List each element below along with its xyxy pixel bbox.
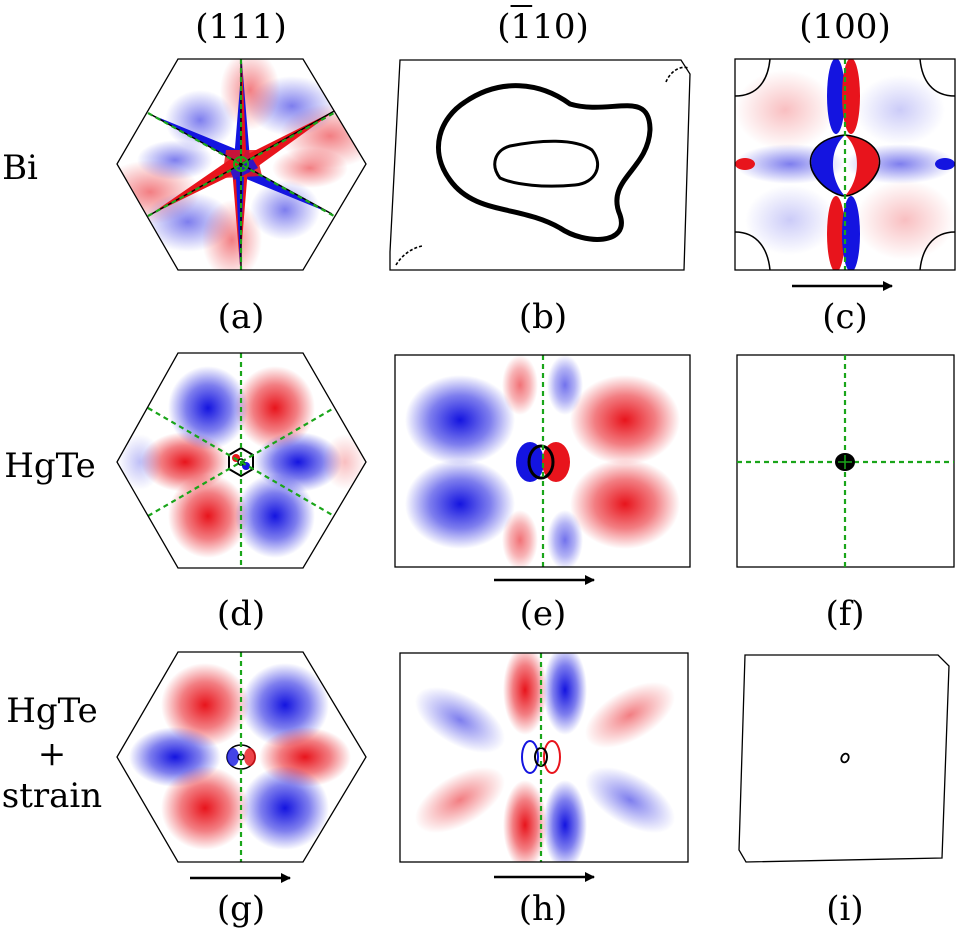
- panel-i-frame: [738, 654, 950, 863]
- panel-caption-g: (g): [216, 889, 266, 929]
- panel-caption-c: (c): [822, 297, 868, 337]
- panel-g: [116, 651, 367, 883]
- panel-i: [738, 654, 950, 863]
- panel-b-corner-contour-bottom: [395, 245, 423, 266]
- panel-c: [734, 58, 956, 291]
- panel-caption-h: (h): [518, 889, 568, 929]
- panel-b-outer-contour: [435, 83, 653, 242]
- panel-c-frame: [734, 58, 956, 271]
- panel-caption-e: (e): [519, 594, 567, 634]
- panel-h: [399, 652, 689, 882]
- panel-d-frame: [116, 352, 367, 569]
- panel-caption-d: (d): [216, 594, 266, 634]
- row-label-hgte: HgTe: [4, 446, 96, 486]
- panel-b-inner-contour: [493, 139, 599, 188]
- panel-i-pocket: [840, 752, 850, 764]
- panel-b-frame: [389, 59, 691, 271]
- panel-a: [116, 58, 367, 271]
- panel-e-frame: [394, 354, 691, 568]
- panel-a-frame: [116, 58, 367, 271]
- panel-b: [389, 59, 691, 271]
- panel-h-frame: [399, 652, 689, 863]
- panel-d: [116, 352, 367, 569]
- row-label-bi: Bi: [2, 148, 38, 188]
- panel-caption-b: (b): [518, 297, 568, 337]
- panel-e: [394, 354, 691, 585]
- panel-a-guides: [147, 59, 335, 270]
- column-header-111: (111): [195, 7, 287, 47]
- panel-b-corner-contour-top: [665, 66, 689, 83]
- panel-caption-f: (f): [825, 594, 865, 634]
- panel-caption-a: (a): [217, 297, 265, 337]
- panel-f: [736, 354, 955, 568]
- column-header-100: (100): [799, 7, 891, 47]
- column-header-bar110: (110): [497, 7, 589, 47]
- panel-caption-i: (i): [826, 889, 864, 929]
- panel-g-frame: [116, 651, 367, 863]
- row-label-hgte-strain: HgTe + strain: [1, 691, 103, 816]
